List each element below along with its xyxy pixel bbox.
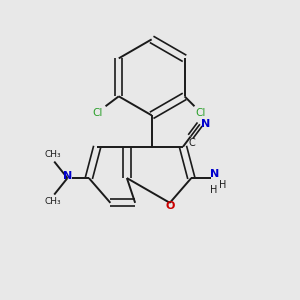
Text: C: C	[189, 137, 196, 148]
Text: Cl: Cl	[195, 108, 205, 118]
Text: CH₃: CH₃	[44, 150, 61, 159]
Text: H: H	[210, 185, 217, 195]
Text: Cl: Cl	[93, 108, 103, 118]
Text: N: N	[201, 118, 210, 129]
Text: N: N	[210, 169, 219, 179]
Text: CH₃: CH₃	[44, 197, 61, 206]
Text: H: H	[219, 180, 226, 190]
Text: N: N	[63, 171, 72, 181]
Text: O: O	[165, 201, 175, 211]
